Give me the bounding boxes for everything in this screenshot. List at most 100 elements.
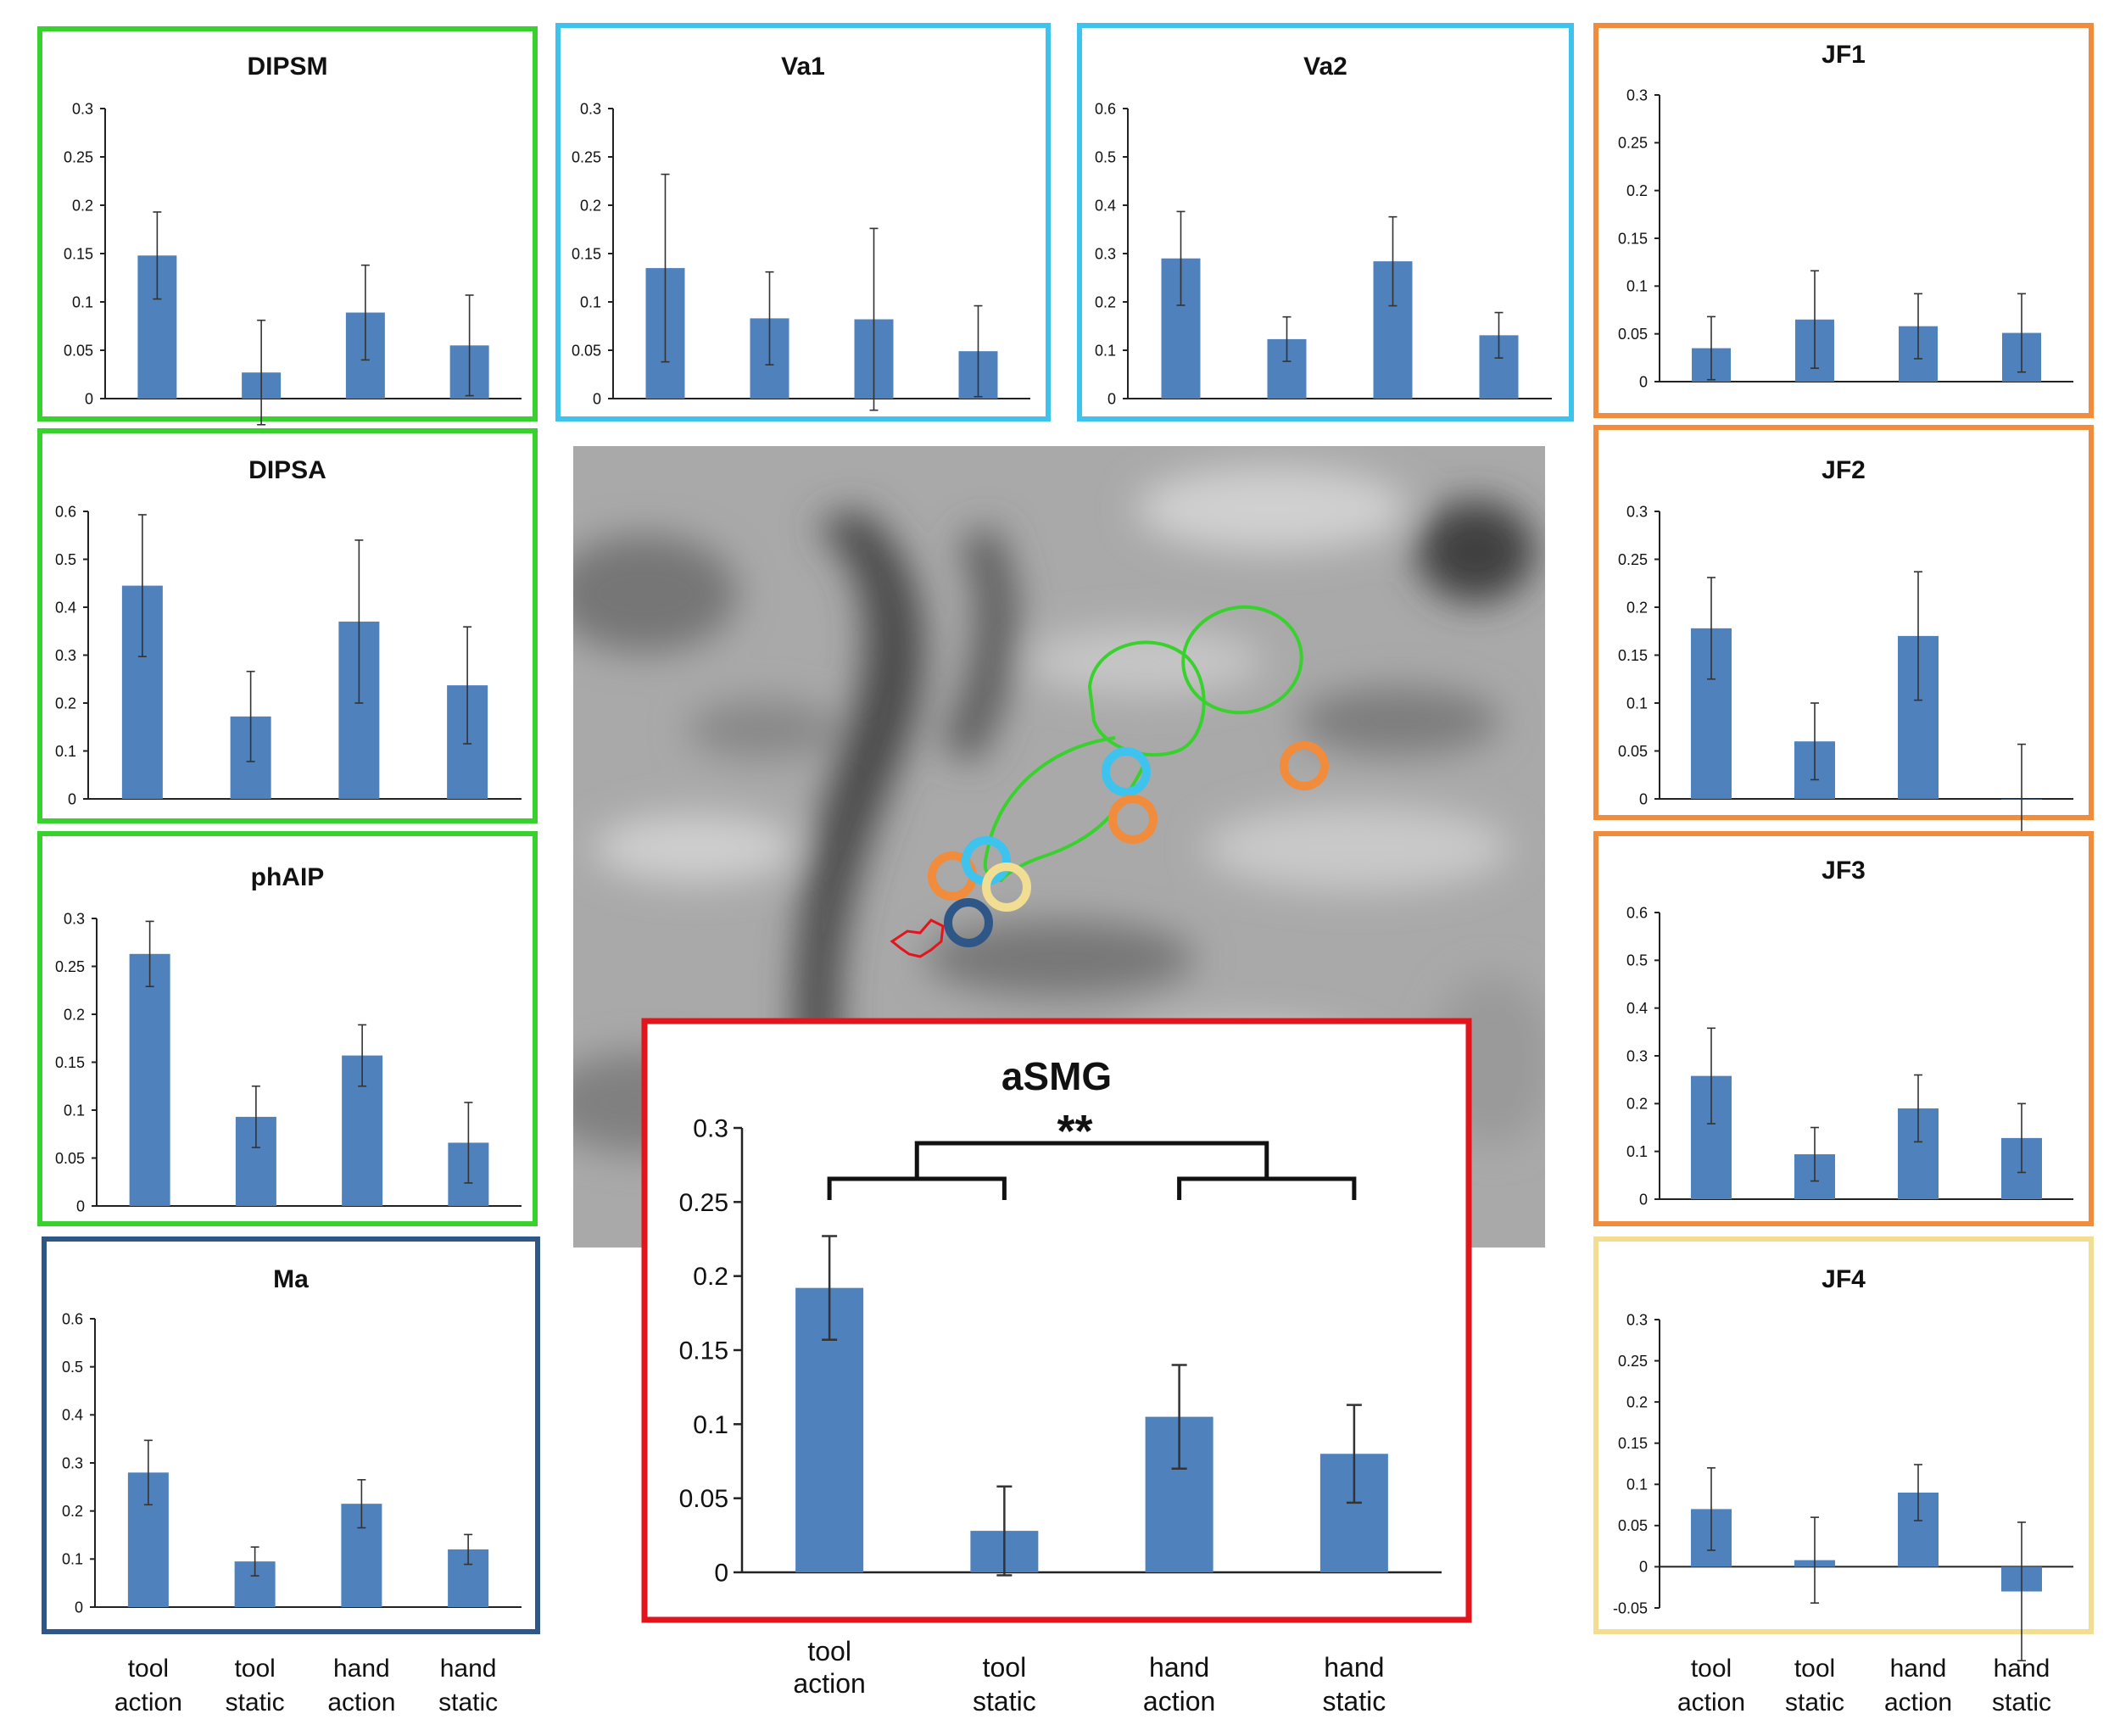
- y-tick-label: 0.2: [64, 1006, 85, 1023]
- y-tick-label: 0.1: [1626, 278, 1648, 295]
- y-tick-label: 0.25: [1618, 135, 1648, 152]
- y-tick-label: 0.15: [1618, 647, 1648, 664]
- y-tick-label: 0.6: [1095, 100, 1116, 117]
- y-tick-label: 0.25: [572, 148, 601, 165]
- condition-label-center-3-line1: hand: [1149, 1652, 1209, 1683]
- chart-title: JF2: [1822, 456, 1866, 484]
- chart-title: DIPSA: [248, 456, 326, 484]
- y-tick-label: 0.05: [64, 342, 93, 359]
- chart-panel-jf2: JF2 0 0.05 0.1 0.15 0.2 0.25 0.3: [1593, 425, 2094, 855]
- roi-ring-orange-2: [1280, 741, 1329, 790]
- chart-panel-dipsa: DIPSA 0 0.1 0.2 0.3 0.4 0.5 0.6: [37, 428, 538, 823]
- chart-title: phAIP: [251, 863, 325, 891]
- y-tick-label: 0.25: [1618, 1353, 1648, 1370]
- y-tick-label: 0.2: [62, 1503, 83, 1520]
- y-tick-label: 0.4: [1626, 1000, 1648, 1017]
- y-tick-label: 0.5: [62, 1359, 83, 1376]
- condition-label-left-2-line1: tool: [234, 1655, 275, 1683]
- roi-ring-navy: [944, 898, 993, 947]
- y-tick-label: 0: [75, 1599, 83, 1616]
- y-tick-label: 0.4: [55, 599, 76, 616]
- y-tick-label: 0: [1107, 390, 1116, 407]
- chart-panel-jf3: JF3 0 0.1 0.2 0.3 0.4 0.5 0.6: [1593, 831, 2094, 1226]
- y-tick-label: 0.05: [679, 1485, 728, 1513]
- chart-title: JF4: [1822, 1265, 1866, 1293]
- y-tick-label: 0.2: [1626, 1393, 1648, 1410]
- y-tick-label: 0.3: [55, 647, 76, 664]
- y-tick-label: 0: [1639, 1559, 1648, 1576]
- y-tick-label: 0.1: [1626, 1143, 1648, 1160]
- condition-label-center-4-line2: static: [1323, 1686, 1386, 1716]
- y-tick-label: 0.3: [1626, 503, 1648, 520]
- y-tick-label: 0.1: [62, 1551, 83, 1568]
- y-tick-label: 0.3: [580, 100, 601, 117]
- significance-stars: **: [1057, 1106, 1092, 1157]
- y-tick-label: 0.1: [64, 1102, 85, 1119]
- y-tick-label: 0.6: [62, 1310, 83, 1327]
- y-tick-label: 0.2: [580, 197, 601, 214]
- condition-label-center-1-line2: action: [793, 1668, 865, 1699]
- roi-ring-yellow: [982, 862, 1031, 912]
- y-tick-label: 0.2: [1626, 599, 1648, 616]
- y-tick-label: 0.2: [1095, 293, 1116, 310]
- chart-panel-va1: Va1 0 0.05 0.1 0.15 0.2 0.25 0.3: [555, 23, 1051, 421]
- y-tick-label: 0.2: [1626, 1096, 1648, 1113]
- condition-label-right-4-line2: static: [1992, 1689, 2051, 1716]
- chart-panel-dipsm: DIPSM 0 0.05 0.1 0.15 0.2 0.25 0.3: [37, 26, 538, 426]
- condition-label-center-4-line1: hand: [1324, 1652, 1384, 1683]
- y-tick-label: 0.25: [679, 1189, 728, 1217]
- condition-label-left-3-line2: action: [327, 1689, 395, 1716]
- condition-label-center-1-line1: tool: [807, 1636, 851, 1666]
- y-tick-label: 0.5: [1095, 148, 1116, 165]
- y-tick-label: 0.15: [1618, 1435, 1648, 1452]
- y-tick-label: 0.3: [62, 1454, 83, 1471]
- y-tick-label: 0.15: [55, 1054, 85, 1071]
- condition-label-left-1-line1: tool: [128, 1655, 169, 1683]
- y-tick-label: 0.15: [572, 245, 601, 262]
- chart-panel-asmg: aSMG 0 0.05 0.1 0.15 0.2 0.25 0.3 **: [641, 1018, 1472, 1623]
- y-tick-label: 0.15: [679, 1337, 728, 1365]
- chart-panel-phaip: phAIP 0 0.05 0.1 0.15 0.2 0.25 0.3: [37, 831, 538, 1226]
- condition-label-center-2-line1: tool: [983, 1652, 1027, 1683]
- y-tick-label: 0.1: [1626, 695, 1648, 712]
- chart-title: aSMG: [1001, 1054, 1112, 1098]
- y-tick-label: 0: [593, 390, 601, 407]
- roi-ring-orange-1: [1108, 795, 1158, 844]
- condition-label-left-2-line2: static: [226, 1689, 285, 1716]
- condition-label-left-1-line2: action: [114, 1689, 182, 1716]
- condition-label-right-2-line1: tool: [1794, 1655, 1835, 1683]
- y-tick-label: 0.1: [72, 293, 93, 310]
- y-tick-label: 0.4: [1095, 197, 1116, 214]
- y-tick-label: 0.3: [1626, 1311, 1648, 1328]
- condition-label-center-3-line2: action: [1143, 1686, 1215, 1716]
- y-tick-label: 0.05: [55, 1150, 85, 1167]
- y-tick-label: 0.25: [64, 148, 93, 165]
- chart-panel-jf1: JF1 0 0.05 0.1 0.15 0.2 0.25 0.3: [1593, 23, 2094, 418]
- y-tick-label: 0: [76, 1197, 85, 1214]
- y-tick-label: 0: [714, 1560, 728, 1588]
- y-tick-label: 0.5: [1626, 952, 1648, 969]
- y-tick-label: 0.6: [55, 503, 76, 520]
- y-tick-label: 0.3: [693, 1115, 728, 1143]
- y-tick-label: 0.4: [62, 1407, 83, 1424]
- y-tick-label: 0.05: [572, 342, 601, 359]
- y-tick-label: 0: [85, 390, 93, 407]
- y-tick-label: 0.1: [580, 293, 601, 310]
- y-tick-label: 0.1: [1626, 1476, 1648, 1493]
- chart-panel-ma: Ma 0 0.1 0.2 0.3 0.4 0.5 0.6: [42, 1236, 540, 1634]
- condition-label-center-2-line2: static: [973, 1686, 1036, 1716]
- y-tick-label: 0.1: [693, 1411, 728, 1439]
- condition-label-right-2-line2: static: [1785, 1689, 1844, 1716]
- chart-panel-jf4: JF4 -0.05 0 0.05 0.1 0.15 0.2 0.25 0.3: [1593, 1236, 2094, 1661]
- condition-label-left-4-line2: static: [438, 1689, 498, 1716]
- chart-title: JF1: [1822, 41, 1866, 69]
- y-tick-label: -0.05: [1613, 1599, 1648, 1616]
- y-tick-label: 0.2: [693, 1263, 728, 1291]
- significance-bracket: [827, 1141, 1357, 1200]
- bar: [129, 953, 170, 1206]
- y-tick-label: 0.15: [1618, 230, 1648, 247]
- condition-label-right-4-line1: hand: [1994, 1655, 2050, 1683]
- condition-label-right-3-line1: hand: [1890, 1655, 1947, 1683]
- chart-title: Ma: [273, 1265, 309, 1293]
